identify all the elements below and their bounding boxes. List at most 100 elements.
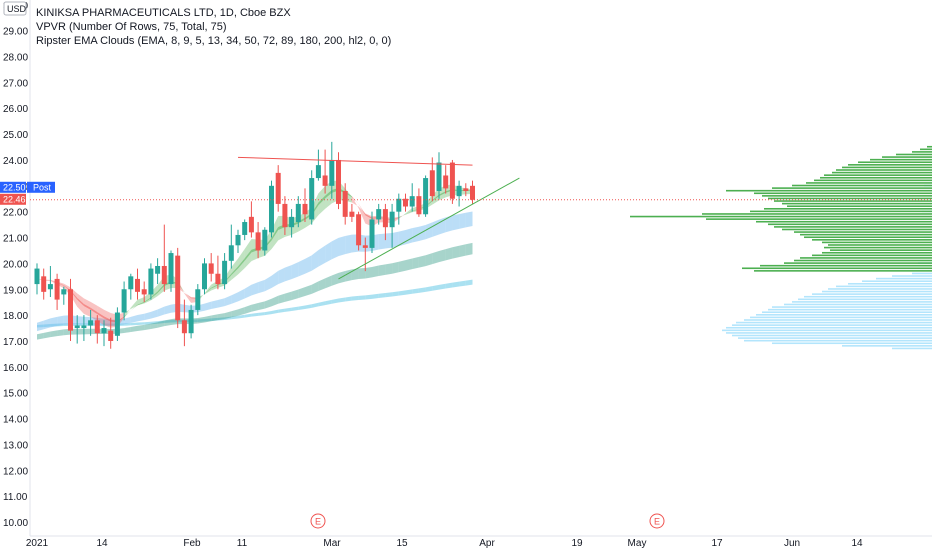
candle-body[interactable] — [456, 185, 462, 197]
candle-body[interactable] — [369, 219, 375, 248]
candle-body[interactable] — [389, 211, 395, 228]
earnings-marker-label: E — [654, 517, 660, 527]
candle-body[interactable] — [302, 203, 308, 215]
candle-body[interactable] — [396, 198, 402, 212]
candle-body[interactable] — [449, 162, 455, 199]
candle-body[interactable] — [88, 320, 94, 326]
volume-profile-bar — [738, 337, 932, 339]
candle-body[interactable] — [289, 216, 295, 228]
candle-body[interactable] — [61, 289, 67, 295]
candle-body[interactable] — [128, 276, 134, 290]
candle-body[interactable] — [356, 214, 362, 246]
indicator-vpvr[interactable]: VPVR (Number Of Rows, 75, Total, 75) — [36, 21, 227, 33]
candle-body[interactable] — [336, 159, 341, 204]
candle-body[interactable] — [181, 320, 187, 334]
candle-body[interactable] — [349, 211, 355, 217]
candle-body[interactable] — [235, 234, 241, 246]
ema-cloud-180-200 — [345, 296, 352, 302]
ema-cloud-34-50 — [43, 318, 51, 330]
time-tick-label: Mar — [323, 538, 341, 549]
time-tick-label: 11 — [237, 538, 248, 549]
candle-body[interactable] — [295, 203, 301, 223]
ema-cloud-72-89 — [365, 266, 372, 279]
currency-badge[interactable] — [3, 1, 27, 16]
candle-body[interactable] — [470, 185, 475, 200]
candle-body[interactable] — [215, 273, 221, 285]
ema-cloud-72-89 — [164, 319, 171, 327]
candle-body[interactable] — [262, 229, 268, 251]
candle-body[interactable] — [282, 203, 288, 228]
post-label-badge[interactable] — [27, 181, 55, 193]
candle-body[interactable] — [382, 209, 388, 228]
candle-body[interactable] — [135, 278, 140, 292]
ema-cloud-72-89 — [412, 256, 419, 270]
candle-body[interactable] — [248, 216, 254, 233]
candle-body[interactable] — [436, 162, 442, 191]
candle-body[interactable] — [342, 190, 348, 217]
earnings-marker[interactable] — [649, 513, 665, 529]
support-trend-line[interactable] — [338, 177, 520, 280]
candle-body[interactable] — [68, 289, 73, 331]
volume-profile-bar — [798, 298, 932, 301]
candle-body[interactable] — [409, 196, 415, 207]
candle-body[interactable] — [94, 320, 100, 334]
candle-body[interactable] — [269, 185, 274, 233]
candle-body[interactable] — [175, 255, 181, 321]
candle-body[interactable] — [443, 175, 449, 189]
volume-profile-bar — [912, 272, 932, 275]
candle-body[interactable] — [329, 159, 335, 186]
volume-profile-bar — [892, 347, 932, 350]
candle-body[interactable] — [108, 330, 114, 341]
candle-body[interactable] — [228, 245, 234, 261]
candle-body[interactable] — [242, 222, 248, 235]
candle-body[interactable] — [362, 245, 368, 248]
candle-body[interactable] — [309, 178, 315, 220]
candle-body[interactable] — [208, 263, 214, 274]
candle-body[interactable] — [101, 328, 107, 334]
ema-cloud-8-9 — [144, 297, 151, 303]
chart-title[interactable]: KINIKSA PHARMACEUTICALS LTD, 1D, Cboe BZ… — [36, 7, 291, 19]
candle-body[interactable] — [403, 198, 408, 207]
candle-body[interactable] — [416, 196, 422, 215]
candle-body[interactable] — [423, 178, 429, 215]
candle-body[interactable] — [255, 232, 261, 251]
post-price-badge[interactable] — [0, 181, 26, 193]
price-tick-label: 21.00 — [3, 234, 28, 245]
candle-body[interactable] — [315, 165, 321, 179]
candle-body[interactable] — [429, 170, 435, 197]
candle-body[interactable] — [463, 188, 469, 191]
earnings-marker[interactable] — [310, 513, 326, 529]
volume-profile-bar — [754, 270, 932, 272]
candle-body[interactable] — [195, 289, 201, 310]
ema-cloud-72-89 — [271, 295, 279, 307]
candle-body[interactable] — [322, 175, 328, 186]
candle-body[interactable] — [34, 268, 40, 285]
resistance-trend-line[interactable] — [237, 156, 473, 166]
last-price-badge[interactable] — [0, 193, 26, 205]
volume-profile-bar — [762, 195, 932, 197]
candle-body[interactable] — [41, 276, 47, 292]
indicator-ema-clouds[interactable]: Ripster EMA Clouds (EMA, 8, 9, 5, 13, 34… — [36, 35, 392, 47]
ema-cloud-34-50 — [465, 211, 473, 228]
candle-body[interactable] — [155, 265, 161, 274]
candle-body[interactable] — [141, 289, 147, 295]
candle-body[interactable] — [54, 278, 60, 300]
candle-body[interactable] — [121, 289, 127, 313]
ema-cloud-72-89 — [398, 260, 406, 273]
candle-body[interactable] — [168, 253, 174, 285]
candle-body[interactable] — [202, 263, 207, 290]
candle-body[interactable] — [114, 312, 120, 336]
candle-body[interactable] — [275, 172, 281, 204]
candle-body[interactable] — [74, 325, 80, 329]
candle-body[interactable] — [222, 260, 228, 285]
candle-body[interactable] — [376, 209, 382, 220]
candle-body[interactable] — [47, 284, 53, 290]
volume-profile-bar — [842, 166, 932, 169]
candle-body[interactable] — [148, 268, 154, 295]
candle-body[interactable] — [188, 309, 194, 334]
price-axis[interactable] — [0, 0, 30, 550]
candle-body[interactable] — [81, 325, 87, 329]
candle-body[interactable] — [161, 265, 167, 285]
time-tick-label: Apr — [479, 538, 495, 549]
